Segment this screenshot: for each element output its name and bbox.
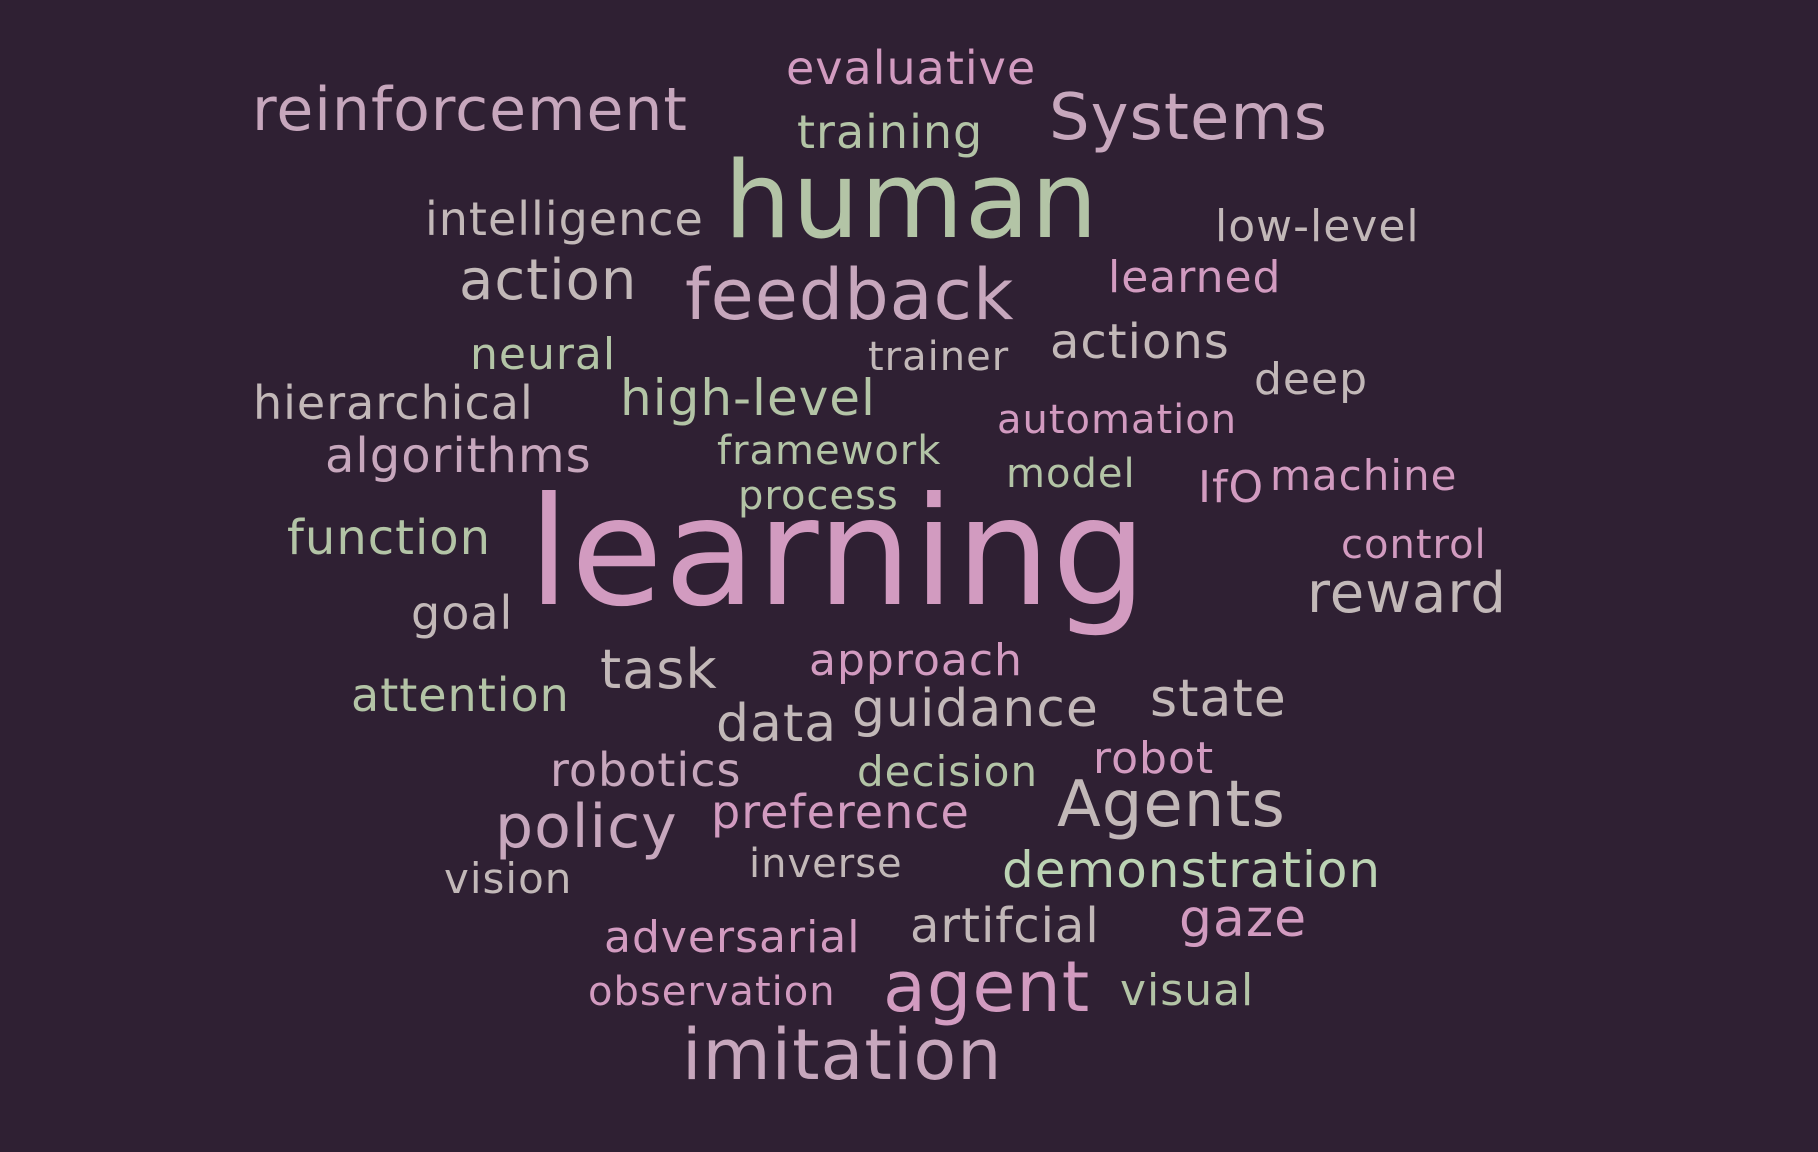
word-learning: learning <box>528 466 1148 640</box>
word-gaze: gaze <box>1179 889 1308 949</box>
word-neural: neural <box>470 329 617 380</box>
word-action: action <box>459 248 638 313</box>
word-data: data <box>716 694 838 754</box>
word-high-level: high-level <box>620 369 876 427</box>
word-guidance: guidance <box>852 679 1099 739</box>
word-actions: actions <box>1050 314 1230 370</box>
word-imitation: imitation <box>682 1014 1003 1096</box>
word-learned: learned <box>1108 252 1282 303</box>
word-framework: framework <box>717 428 942 474</box>
word-approach: approach <box>809 635 1023 686</box>
word-intelligence: intelligence <box>425 192 704 246</box>
word-agents: Agents <box>1057 768 1286 842</box>
word-demonstration: demonstration <box>1002 841 1382 899</box>
word-artifcial: artifcial <box>910 898 1100 954</box>
word-preference: preference <box>711 785 970 839</box>
word-human: human <box>724 139 1099 262</box>
word-training: training <box>797 105 984 159</box>
word-inverse: inverse <box>749 841 903 887</box>
word-process: process <box>738 473 899 519</box>
word-model: model <box>1006 451 1136 497</box>
word-trainer: trainer <box>868 334 1010 380</box>
word-function: function <box>287 510 492 566</box>
word-policy: policy <box>495 792 678 862</box>
word-state: state <box>1150 669 1287 729</box>
word-reward: reward <box>1307 561 1507 626</box>
word-ifo: IfO <box>1198 462 1265 513</box>
word-feedback: feedback <box>685 254 1015 336</box>
word-robotics: robotics <box>550 743 742 797</box>
word-hierarchical: hierarchical <box>253 376 534 430</box>
word-agent: agent <box>883 946 1091 1028</box>
word-systems: Systems <box>1049 81 1328 155</box>
word-automation: automation <box>997 397 1238 443</box>
word-goal: goal <box>411 586 514 640</box>
word-reinforcement: reinforcement <box>252 75 688 145</box>
word-machine: machine <box>1270 451 1458 500</box>
word-adversarial: adversarial <box>604 912 861 963</box>
word-algorithms: algorithms <box>325 428 592 484</box>
word-attention: attention <box>351 668 570 722</box>
word-low-level: low-level <box>1215 201 1420 252</box>
word-deep: deep <box>1254 354 1368 405</box>
word-vision: vision <box>444 854 573 903</box>
word-task: task <box>600 638 718 701</box>
word-decision: decision <box>857 747 1039 796</box>
word-evaluative: evaluative <box>786 41 1037 95</box>
word-control: control <box>1341 522 1487 568</box>
word-visual: visual <box>1120 965 1255 1016</box>
word-robot: robot <box>1093 733 1215 784</box>
word-observation: observation <box>588 969 836 1015</box>
